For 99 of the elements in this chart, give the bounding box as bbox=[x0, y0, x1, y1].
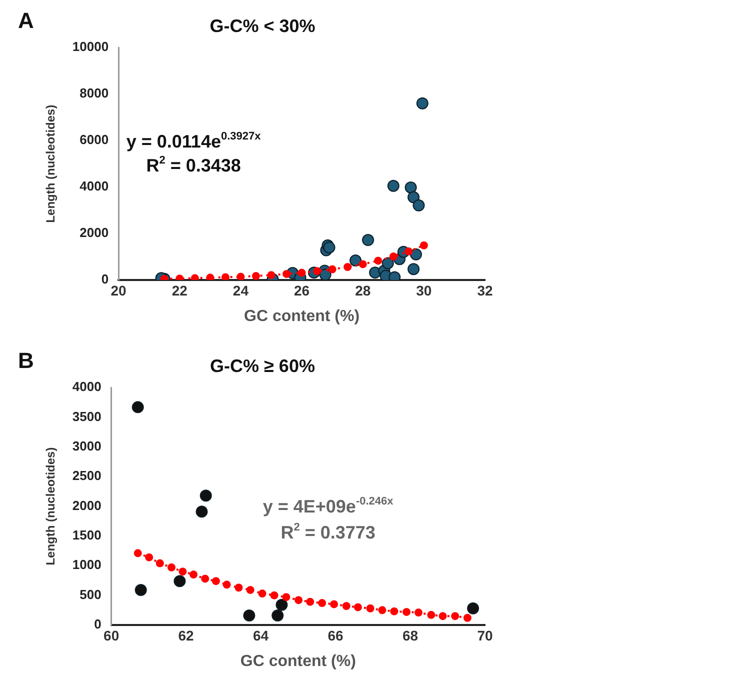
point bbox=[200, 490, 212, 502]
point bbox=[350, 254, 362, 266]
x-tick-label: 60 bbox=[104, 627, 120, 644]
point bbox=[330, 600, 338, 608]
y-tick-label: 10000 bbox=[72, 39, 109, 54]
point bbox=[221, 273, 230, 280]
point bbox=[414, 608, 422, 617]
point bbox=[252, 272, 260, 280]
y-tick-label: 500 bbox=[80, 586, 102, 602]
point bbox=[174, 575, 186, 588]
point bbox=[212, 577, 220, 586]
point bbox=[463, 614, 472, 622]
x-tick-label: 66 bbox=[328, 627, 344, 644]
x-tick-label: 24 bbox=[232, 282, 249, 298]
point bbox=[378, 606, 386, 614]
point bbox=[358, 260, 367, 268]
point bbox=[243, 610, 256, 622]
x-tick-label: 32 bbox=[477, 282, 493, 298]
point bbox=[270, 591, 278, 600]
y-tick-label: 0 bbox=[94, 616, 102, 632]
point bbox=[420, 241, 428, 250]
point bbox=[416, 97, 428, 110]
point bbox=[190, 570, 198, 579]
y-tick-label: 2000 bbox=[72, 498, 102, 513]
point bbox=[402, 608, 411, 616]
y-axis-title: Length (nucleotides) bbox=[44, 447, 58, 566]
point bbox=[267, 271, 276, 280]
point bbox=[451, 612, 460, 620]
point bbox=[282, 270, 291, 278]
y-tick-label: 8000 bbox=[80, 86, 109, 101]
point bbox=[408, 263, 420, 276]
point bbox=[390, 607, 398, 616]
chart-title: G-C% < 30% bbox=[210, 16, 316, 36]
point bbox=[298, 268, 306, 277]
text: A bbox=[18, 8, 34, 33]
point bbox=[362, 234, 374, 246]
y-tick-label: 4000 bbox=[72, 379, 102, 394]
point bbox=[467, 602, 480, 614]
point bbox=[404, 247, 413, 256]
point bbox=[328, 265, 336, 274]
x-tick-label: 30 bbox=[416, 282, 432, 298]
text: B bbox=[18, 348, 34, 373]
x-tick-label: 28 bbox=[355, 282, 371, 298]
point bbox=[236, 272, 245, 280]
x-axis-title: GC content (%) bbox=[244, 308, 360, 325]
point bbox=[438, 612, 447, 620]
point bbox=[132, 401, 144, 414]
x-tick-label: 62 bbox=[178, 627, 194, 644]
y-tick-label: 2500 bbox=[72, 468, 102, 484]
point bbox=[412, 199, 425, 212]
point bbox=[318, 599, 326, 608]
point bbox=[387, 180, 400, 192]
point bbox=[408, 191, 420, 204]
x-tick-label: 22 bbox=[172, 282, 188, 298]
point bbox=[282, 593, 290, 602]
y-axis-title: Length (nucleotides) bbox=[44, 104, 58, 223]
point bbox=[134, 549, 142, 558]
point bbox=[319, 268, 332, 280]
y-tick-label: 6000 bbox=[80, 132, 109, 148]
point bbox=[201, 574, 210, 583]
chart-title: G-C% ≥ 60% bbox=[210, 356, 315, 376]
point bbox=[234, 584, 243, 592]
point bbox=[344, 262, 352, 271]
point bbox=[134, 584, 147, 596]
point bbox=[276, 598, 288, 611]
x-tick-label: 70 bbox=[477, 627, 493, 644]
point bbox=[366, 604, 374, 612]
point bbox=[374, 256, 382, 265]
point bbox=[294, 596, 303, 604]
y-tick-label: 1500 bbox=[72, 528, 102, 543]
point bbox=[306, 598, 314, 606]
x-tick-label: 68 bbox=[402, 627, 418, 644]
point bbox=[272, 610, 284, 622]
x-tick-label: 64 bbox=[253, 627, 269, 644]
point bbox=[222, 580, 231, 589]
x-tick-label: 20 bbox=[110, 282, 127, 298]
y-tick-label: 0 bbox=[101, 272, 109, 287]
point bbox=[389, 252, 398, 261]
point bbox=[206, 274, 214, 280]
point bbox=[404, 182, 417, 194]
point bbox=[246, 586, 254, 594]
point bbox=[145, 553, 154, 562]
point bbox=[178, 568, 187, 576]
point bbox=[258, 590, 266, 598]
point bbox=[196, 506, 208, 518]
point bbox=[410, 248, 422, 260]
point bbox=[354, 603, 362, 612]
x-tick-label: 26 bbox=[294, 282, 310, 298]
point bbox=[342, 602, 350, 610]
point bbox=[167, 563, 176, 572]
x-axis-title: GC content (%) bbox=[240, 652, 356, 670]
y-tick-label: 1000 bbox=[72, 557, 102, 572]
point bbox=[156, 559, 164, 568]
y-tick-label: 3500 bbox=[72, 408, 102, 424]
y-tick-label: 4000 bbox=[80, 178, 109, 194]
y-tick-label: 3000 bbox=[72, 438, 102, 454]
point bbox=[427, 610, 436, 619]
point bbox=[382, 257, 394, 270]
y-tick-label: 2000 bbox=[80, 225, 109, 240]
